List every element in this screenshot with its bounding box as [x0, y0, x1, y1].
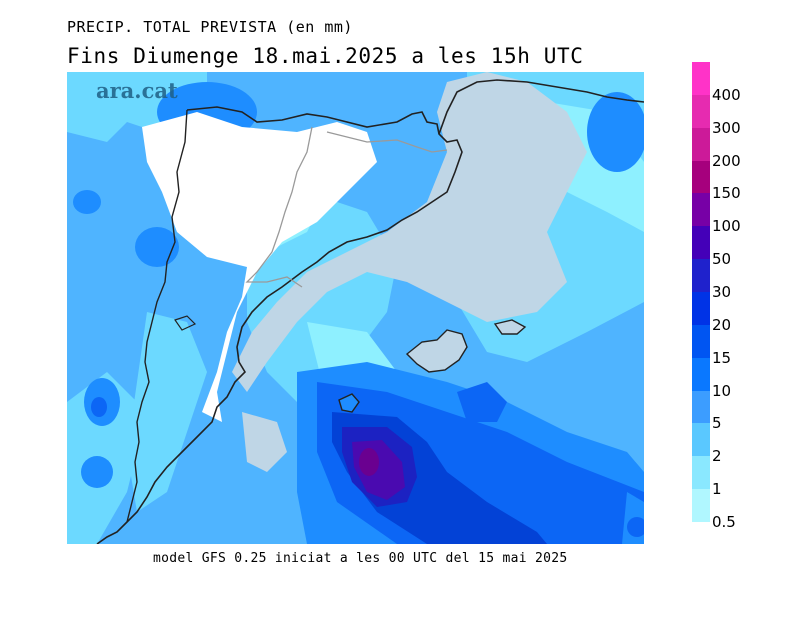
chart-subtitle: Fins Diumenge 18.mai.2025 a les 15h UTC: [67, 44, 584, 68]
legend-swatch: [692, 160, 710, 194]
precip-spot: [81, 456, 113, 488]
legend-swatch: [692, 94, 710, 128]
model-info-footer: model GFS 0.25 iniciat a les 00 UTC del …: [153, 551, 568, 566]
legend-label: 1: [712, 480, 722, 499]
legend-swatch: [692, 357, 710, 391]
legend-label: 0.5: [712, 513, 736, 531]
precip-area-light: [127, 312, 207, 512]
heavy-precip-core: [359, 448, 379, 476]
small-island: [174, 315, 197, 331]
legend-label: 30: [712, 283, 732, 301]
heavy-precip-area: [457, 382, 507, 422]
legend-swatch: [692, 292, 710, 325]
precip-spot: [135, 227, 179, 267]
ara-cat-logo: ara.cat: [96, 78, 178, 103]
legend-swatch: [692, 489, 710, 522]
legend-label: 400: [712, 85, 741, 104]
very-low-zone: [242, 412, 287, 472]
legend-swatch: [692, 324, 710, 358]
coastline: [438, 79, 644, 135]
precip-spot: [73, 190, 101, 214]
legend-swatch: [692, 193, 710, 227]
precipitation-map: [67, 72, 644, 544]
legend-label: 150: [712, 184, 741, 203]
dry-zone: [142, 112, 377, 422]
legend-swatch: [692, 423, 710, 457]
legend-label: 10: [712, 381, 732, 400]
precip-spot: [91, 397, 107, 417]
legend-label: 100: [712, 217, 741, 236]
legend-label: 300: [712, 118, 741, 137]
legend-label: 20: [712, 315, 732, 334]
legend-swatch: [692, 226, 710, 260]
legend-swatch: [692, 456, 710, 490]
legend-swatch: [692, 259, 710, 292]
precip-spot: [587, 92, 644, 172]
legend-label: 15: [712, 348, 732, 367]
region-border: [245, 126, 313, 288]
precip-spot: [627, 517, 644, 537]
very-low-zone: [232, 72, 587, 392]
legend-swatch: [692, 127, 710, 161]
color-legend: [692, 62, 710, 522]
chart-title: PRECIP. TOTAL PREVISTA (en mm): [67, 18, 353, 36]
legend-label: 5: [712, 414, 722, 433]
legend-swatch: [692, 390, 710, 424]
legend-label: 200: [712, 151, 741, 170]
island-ibiza: [338, 393, 360, 413]
legend-label: 50: [712, 250, 732, 269]
island-menorca: [493, 319, 527, 335]
island-mallorca: [405, 329, 468, 373]
region-border: [326, 131, 448, 153]
legend-label: 2: [712, 447, 722, 466]
legend-swatch: [692, 62, 710, 95]
border-line: [126, 109, 188, 523]
coastline: [96, 106, 463, 544]
